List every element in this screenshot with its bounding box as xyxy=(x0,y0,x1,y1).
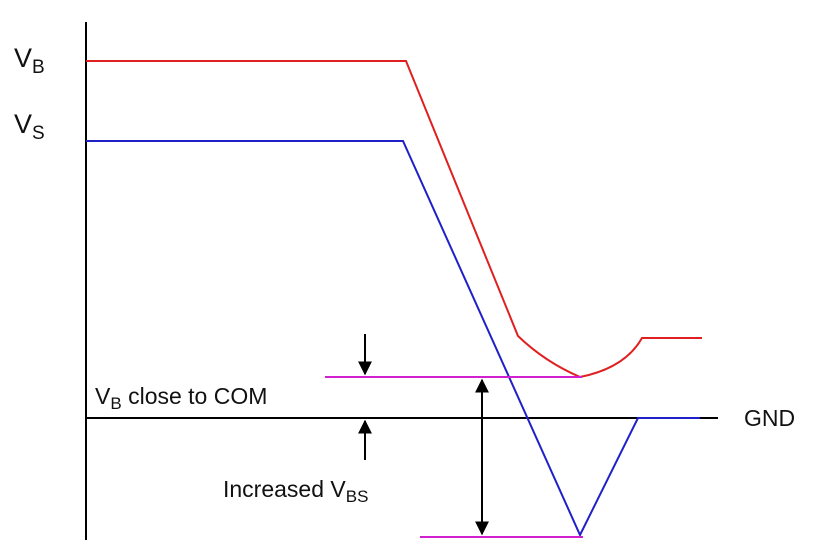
vs-label: VS xyxy=(14,109,45,144)
vb-close-sub: B xyxy=(110,394,121,413)
vb-close-main: V xyxy=(95,383,111,409)
vs-trace xyxy=(86,140,700,538)
vb-close-rest: close to COM xyxy=(122,383,268,409)
increased-vbs-label: Increased VBS xyxy=(223,476,368,506)
vs-label-sub: S xyxy=(32,123,45,144)
vb-trace xyxy=(86,60,702,379)
vb-close-to-com-label: VB close to COM xyxy=(95,383,267,413)
vb-label-sub: B xyxy=(32,57,45,78)
vs-label-main: V xyxy=(14,109,32,139)
increased-vbs-main: Increased V xyxy=(223,476,346,502)
vb-label: VB xyxy=(14,43,45,78)
increased-vbs-sub: BS xyxy=(346,487,369,506)
gnd-label: GND xyxy=(744,405,795,431)
vb-label-main: V xyxy=(14,43,32,73)
